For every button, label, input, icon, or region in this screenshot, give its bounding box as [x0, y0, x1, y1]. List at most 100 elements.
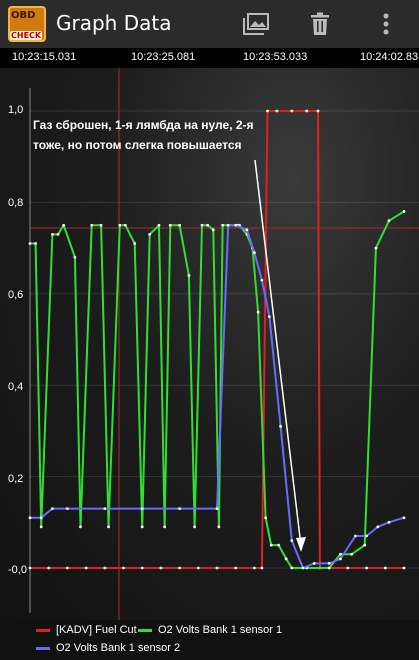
legend-item-o2-sensor-1: O2 Volts Bank 1 sensor 1 [138, 624, 282, 636]
data-point [346, 566, 350, 570]
data-point [107, 525, 110, 529]
data-point [133, 242, 137, 245]
data-point [178, 223, 182, 227]
data-point [62, 223, 66, 227]
series-line-1 [30, 210, 405, 569]
data-point [290, 109, 294, 113]
data-point [284, 557, 288, 561]
delete-button[interactable] [304, 8, 336, 40]
legend-swatch [36, 646, 50, 650]
data-point [34, 242, 38, 245]
data-point [316, 109, 320, 113]
chart-legend: [KADV] Fuel Cut O2 Volts Bank 1 sensor 1… [0, 620, 419, 660]
y-tick-label: 0,8 [8, 197, 24, 209]
annotation-arrow-line [254, 159, 302, 547]
data-point [140, 525, 144, 529]
y-tick-label: 1,0 [8, 104, 24, 116]
data-point [374, 246, 378, 250]
data-point [339, 557, 342, 561]
x-tick-label: 10:23:53.033 [243, 51, 308, 63]
data-point [140, 507, 144, 510]
data-point [123, 223, 127, 227]
data-point [305, 109, 309, 113]
trash-icon [311, 12, 329, 35]
logo-obd-text: OBD [11, 10, 36, 21]
data-point [365, 534, 368, 538]
data-point [122, 566, 125, 570]
data-point [387, 219, 391, 223]
legend-swatch [138, 628, 152, 632]
data-point [260, 278, 264, 282]
x-tick-label: 10:23:25.081 [131, 51, 196, 63]
data-point [84, 566, 88, 570]
data-point [103, 507, 107, 510]
data-point [73, 255, 77, 259]
data-point [39, 516, 43, 520]
data-point [277, 543, 281, 547]
data-point [28, 242, 32, 245]
data-point [163, 525, 167, 529]
data-point [266, 109, 269, 113]
legend-label: O2 Volts Bank 1 sensor 2 [56, 642, 181, 654]
chart-svg [28, 68, 419, 620]
data-point [264, 516, 268, 520]
legend-item-o2-sensor-2: O2 Volts Bank 1 sensor 2 [36, 642, 180, 654]
data-point [99, 223, 103, 227]
data-point [353, 534, 357, 538]
data-point [178, 566, 182, 570]
data-point [253, 566, 256, 570]
data-point [118, 223, 122, 227]
data-point [402, 566, 406, 570]
data-point [193, 525, 196, 529]
data-point [383, 566, 387, 570]
data-point [402, 210, 406, 213]
data-point [66, 507, 69, 510]
gallery-icon [243, 13, 269, 35]
data-point [275, 109, 279, 113]
data-point [39, 525, 43, 529]
data-point [79, 525, 82, 529]
data-point [253, 251, 256, 255]
data-point [196, 566, 200, 570]
data-point [365, 566, 368, 570]
data-point [234, 223, 238, 227]
data-point [217, 525, 221, 529]
data-point [226, 223, 230, 227]
overflow-menu-button[interactable] [370, 8, 402, 40]
data-point [327, 566, 331, 570]
overflow-menu-icon [383, 13, 389, 35]
gallery-button[interactable] [240, 8, 272, 40]
data-point [56, 232, 60, 236]
data-point [402, 516, 406, 520]
logo-check-text: CHECK [10, 31, 43, 40]
data-point [187, 274, 191, 277]
annotation-arrow-head [296, 537, 306, 552]
data-point [51, 507, 54, 510]
data-point [327, 562, 331, 565]
data-point [376, 525, 380, 529]
data-point [90, 223, 94, 227]
data-point [290, 566, 294, 570]
data-point [215, 566, 219, 570]
data-point [148, 232, 152, 236]
data-point [260, 566, 264, 570]
data-point [51, 232, 54, 236]
legend-label: O2 Volts Bank 1 sensor 1 [158, 624, 283, 636]
data-point [312, 562, 316, 565]
obd-check-logo[interactable]: OBD CHECK [8, 6, 46, 42]
chart-annotation: Газ сброшен, 1-я лямбда на нуле, 2-я тож… [33, 118, 254, 152]
data-point [221, 223, 225, 227]
x-tick-label: 10:23:15.031 [12, 51, 77, 63]
data-point [256, 310, 260, 314]
data-point [159, 566, 163, 570]
data-point [234, 566, 238, 570]
time-axis-bar: 10:23:15.031 10:23:25.081 10:23:53.033 1… [0, 48, 419, 68]
y-tick-label: -0,0 [8, 564, 27, 576]
data-point [178, 507, 182, 510]
data-point [28, 566, 32, 570]
graph-plot-area[interactable]: 1,0 0,8 0,6 0,4 0,2 -0,0 Газ сброшен, 1-… [0, 68, 419, 620]
data-point [350, 552, 354, 556]
data-point [279, 424, 282, 428]
legend-swatch [36, 628, 50, 632]
data-point [301, 566, 305, 570]
